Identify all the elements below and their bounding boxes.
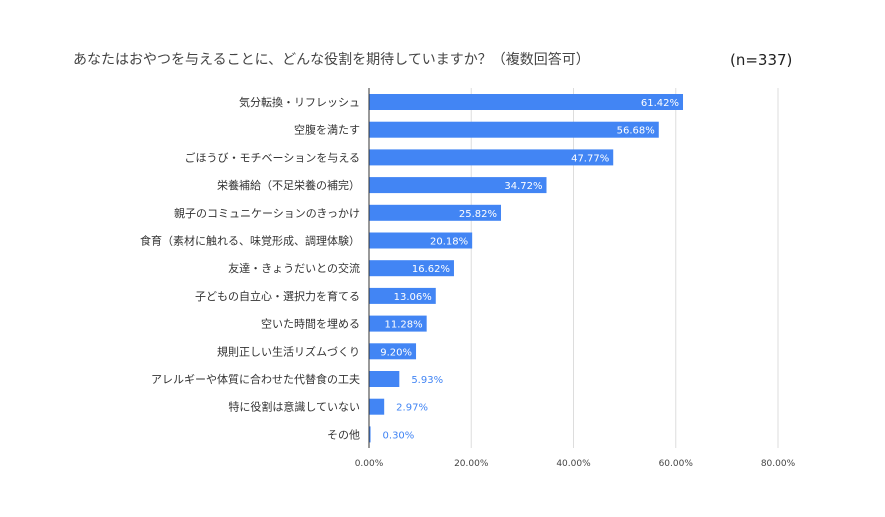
category-label: ごほうび・モチベーションを与える: [185, 150, 360, 164]
category-label: 特に役割は意識していない: [228, 400, 360, 414]
bar: [369, 94, 684, 110]
category-label: 空腹を満たす: [294, 123, 360, 137]
sample-size-note: (n=337): [730, 51, 793, 69]
category-label: その他: [327, 428, 360, 441]
bar: [369, 343, 417, 360]
bar: [369, 260, 454, 277]
category-label: 気分転換・リフレッシュ: [239, 95, 360, 109]
data-label: 5.93%: [411, 375, 443, 386]
data-label: 56.68%: [617, 126, 655, 137]
data-label: 25.82%: [459, 209, 497, 220]
bar: [369, 121, 659, 138]
chart-title: あなたはおやつを与えることに、どんな役割を期待していますか？（複数回答可）: [73, 52, 590, 68]
category-label: 規則正しい生活リズムづくり: [217, 344, 360, 358]
bar: [369, 426, 371, 443]
bar: [369, 232, 473, 249]
data-label: 13.06%: [394, 292, 432, 303]
category-label: 親子のコミュニケーションのきっかけ: [174, 207, 360, 220]
x-tick-label: 0.00%: [355, 459, 384, 469]
x-tick-label: 80.00%: [761, 459, 796, 469]
data-label: 11.28%: [385, 320, 423, 331]
data-label: 16.62%: [412, 264, 450, 275]
data-label: 9.20%: [380, 347, 412, 358]
category-label: 友達・きょうだいとの交流: [228, 261, 360, 275]
bar: [369, 398, 385, 415]
bar: [369, 287, 436, 304]
data-label: 47.77%: [571, 153, 609, 164]
data-label: 61.42%: [641, 98, 679, 109]
category-label: 栄養補給（不足栄養の補完）: [217, 178, 360, 192]
x-tick-label: 20.00%: [454, 459, 489, 469]
bar: [369, 177, 547, 194]
category-label: アレルギーや体質に合わせた代替食の工夫: [151, 372, 360, 386]
category-label: 食育（素材に触れる、味覚形成、調理体験）: [140, 234, 360, 248]
bar: [369, 371, 400, 387]
x-tick-label: 40.00%: [556, 459, 591, 469]
data-label: 2.97%: [396, 403, 428, 414]
data-label: 20.18%: [430, 237, 468, 248]
data-label: 0.30%: [383, 430, 415, 441]
x-tick-label: 60.00%: [659, 459, 694, 469]
data-label: 34.72%: [504, 181, 542, 192]
bar: [369, 149, 614, 166]
bar: [369, 204, 502, 221]
category-label: 子どもの自立心・選択力を育てる: [195, 289, 360, 303]
category-label: 空いた時間を埋める: [261, 317, 360, 331]
bar: [369, 315, 427, 332]
